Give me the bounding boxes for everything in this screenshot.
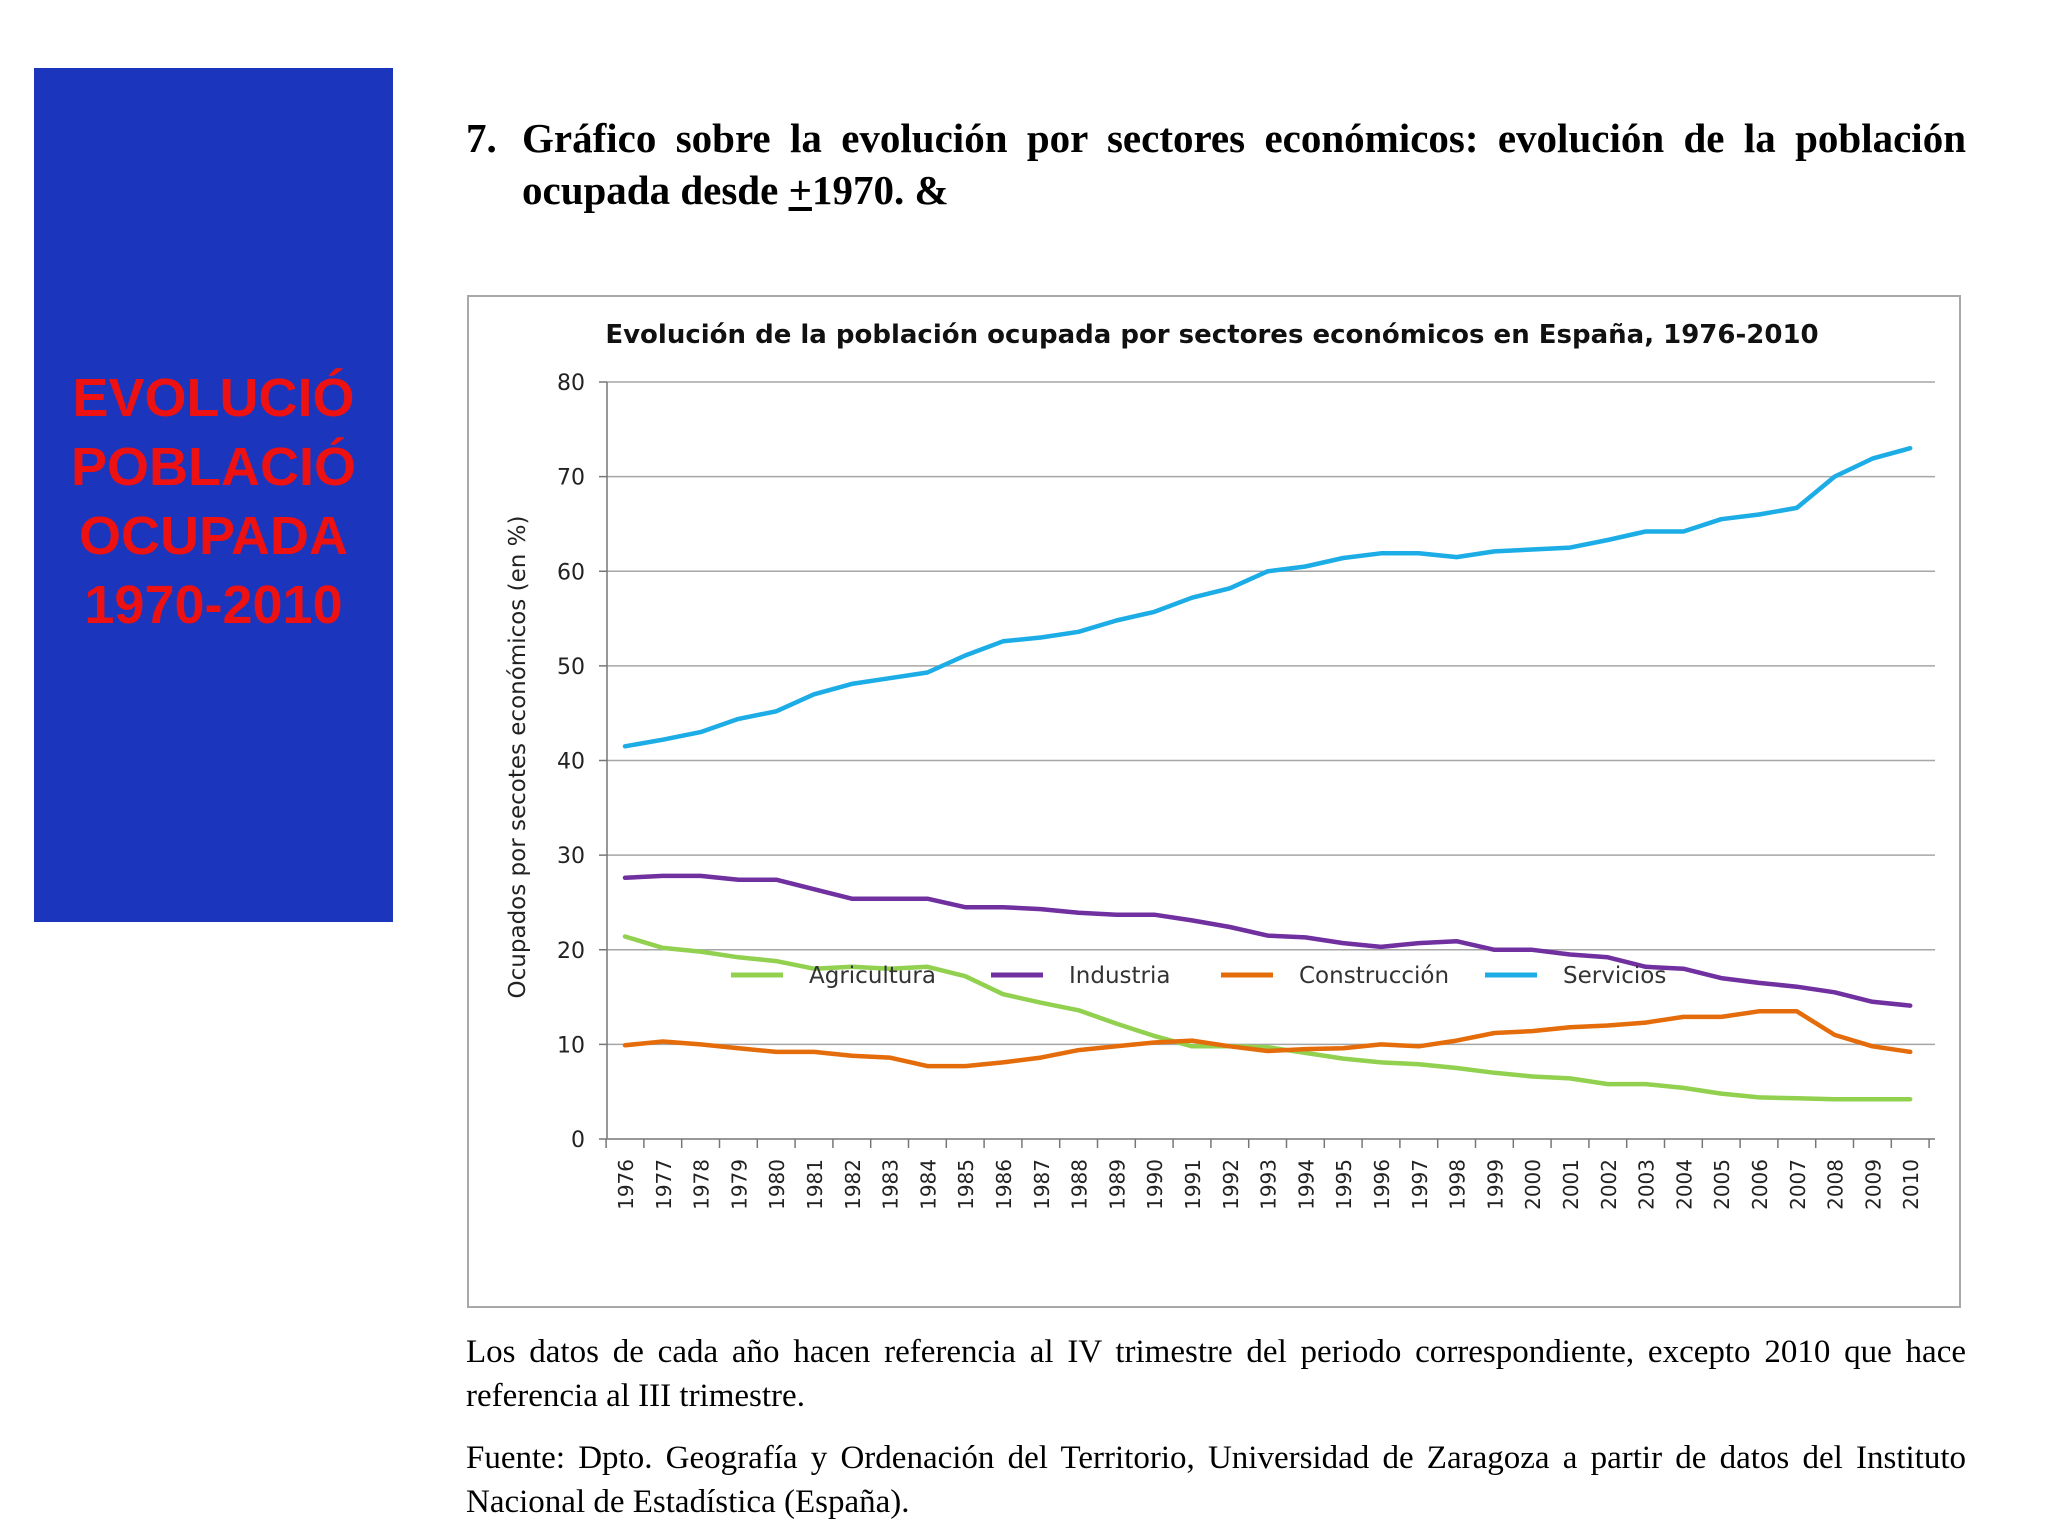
side-panel: EVOLUCIÓ POBLACIÓ OCUPADA 1970-2010 xyxy=(34,68,393,922)
y-tick-label: 70 xyxy=(557,466,585,491)
side-panel-title: EVOLUCIÓ POBLACIÓ OCUPADA 1970-2010 xyxy=(34,364,393,640)
y-tick-label: 80 xyxy=(557,371,585,396)
y-tick-label: 40 xyxy=(557,750,585,775)
legend-label: Agricultura xyxy=(809,963,936,989)
chart-title: Evolución de la población ocupada por se… xyxy=(605,320,1818,350)
side-title-line: 1970-2010 xyxy=(84,575,343,635)
x-tick-label: 2003 xyxy=(1635,1159,1659,1210)
x-tick-label: 1985 xyxy=(954,1159,978,1210)
side-title-line: OCUPADA xyxy=(79,506,348,566)
x-tick-label: 1976 xyxy=(614,1159,638,1210)
heading-plusminus: + xyxy=(788,167,812,213)
x-tick-label: 2010 xyxy=(1899,1159,1923,1210)
y-tick-labels: 0 10 20 30 40 50 60 70 80 xyxy=(557,371,607,1153)
series-lines xyxy=(622,445,1913,1102)
x-tick-label: 1978 xyxy=(690,1159,714,1210)
y-tick-label: 10 xyxy=(557,1033,585,1058)
x-tick-label: 1977 xyxy=(652,1159,676,1210)
x-tick-label: 1986 xyxy=(992,1159,1016,1210)
x-tick-label: 1983 xyxy=(879,1159,903,1210)
x-tick-label: 2000 xyxy=(1521,1159,1545,1210)
gridlines xyxy=(607,381,1935,1046)
heading-number: 7. xyxy=(466,115,497,161)
chart-note: Los datos de cada año hacen referencia a… xyxy=(466,1334,1966,1414)
line-chart: Evolución de la población ocupada por se… xyxy=(505,320,1935,1210)
x-tick-label: 1991 xyxy=(1181,1159,1205,1210)
x-tick-label: 1995 xyxy=(1332,1159,1356,1210)
x-tick-label: 2009 xyxy=(1861,1159,1885,1210)
y-tick-label: 30 xyxy=(557,844,585,869)
x-tick-label: 1989 xyxy=(1105,1159,1129,1210)
y-tick-label: 60 xyxy=(557,560,585,585)
x-tick-labels: 1976 1977 1978 1979 1980 1981 1982 1983 1984 1985… xyxy=(605,1139,1930,1210)
x-tick-label: 1999 xyxy=(1483,1159,1507,1210)
y-axis-label: Ocupados por secotes económicos (en %) xyxy=(505,516,531,999)
chart-frame: Evolución de la población ocupada por se… xyxy=(467,295,1961,1308)
y-tick-label: 0 xyxy=(571,1128,585,1153)
x-tick-label: 1992 xyxy=(1219,1159,1243,1210)
heading-text-main: Gráfico sobre la evolución por sectores … xyxy=(522,115,1966,213)
x-tick-label: 2002 xyxy=(1597,1159,1621,1210)
x-tick-label: 1987 xyxy=(1030,1159,1054,1210)
legend-label: Construcción xyxy=(1299,963,1449,989)
legend: Agricultura Industria Construcción Servicio… xyxy=(731,963,1666,989)
heading-text: Gráfico sobre la evolución por sectores … xyxy=(522,112,1966,216)
x-tick-label: 2006 xyxy=(1748,1159,1772,1210)
x-tick-label: 1998 xyxy=(1446,1159,1470,1210)
series-line-construcción xyxy=(622,1009,1913,1069)
x-tick-label: 2007 xyxy=(1786,1159,1810,1210)
axes xyxy=(606,382,1935,1140)
series-line-servicios xyxy=(622,445,1913,749)
x-tick-label: 1990 xyxy=(1143,1159,1167,1210)
x-tick-label: 2008 xyxy=(1824,1159,1848,1210)
legend-label: Servicios xyxy=(1563,963,1666,989)
side-title-line: EVOLUCIÓ xyxy=(72,368,355,428)
x-tick-label: 1980 xyxy=(765,1159,789,1210)
x-tick-label: 1982 xyxy=(841,1159,865,1210)
x-tick-label: 1981 xyxy=(803,1159,827,1210)
series-line-agricultura xyxy=(622,934,1913,1102)
x-tick-label: 1997 xyxy=(1408,1159,1432,1210)
legend-label: Industria xyxy=(1069,963,1170,989)
y-tick-label: 50 xyxy=(557,655,585,680)
x-tick-label: 2001 xyxy=(1559,1159,1583,1210)
x-tick-label: 2004 xyxy=(1672,1159,1696,1210)
series-line-industria xyxy=(622,873,1913,1008)
side-title-line: POBLACIÓ xyxy=(70,437,356,497)
y-tick-label: 20 xyxy=(557,939,585,964)
x-tick-label: 1994 xyxy=(1294,1159,1318,1210)
x-tick-label: 1984 xyxy=(916,1159,940,1210)
heading-text-end: 1970. & xyxy=(811,167,949,213)
x-tick-label: 1993 xyxy=(1257,1159,1281,1210)
x-tick-label: 2005 xyxy=(1710,1159,1734,1210)
x-tick-label: 1996 xyxy=(1370,1159,1394,1210)
x-tick-label: 1988 xyxy=(1068,1159,1092,1210)
chart-source: Fuente: Dpto. Geografía y Ordenación del… xyxy=(466,1440,1966,1520)
x-tick-label: 1979 xyxy=(727,1159,751,1210)
